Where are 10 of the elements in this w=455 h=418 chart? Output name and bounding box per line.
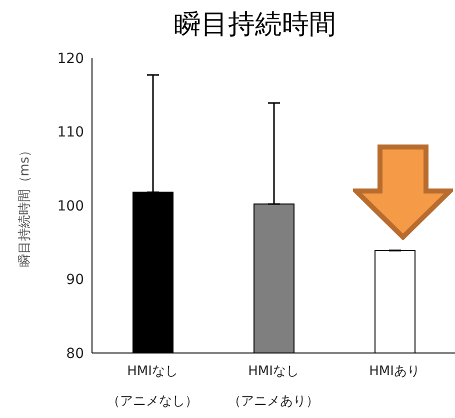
x-tick-label: HMIあり — [369, 364, 420, 379]
x-tick-label: HMIなし（アニメなし） — [107, 364, 198, 409]
y-tick-label: 100 — [57, 198, 84, 214]
y-tick-label: 110 — [57, 124, 84, 141]
chart-title: 瞬目持続時間 — [173, 8, 337, 42]
y-tick-label: 90 — [66, 272, 84, 288]
y-tick-label: 80 — [66, 346, 84, 362]
y-tick-label: 120 — [57, 50, 84, 67]
y-axis-title: 瞬目持続時間（ms） — [18, 144, 33, 268]
x-tick-label: HMIなし（アニメあり） — [228, 364, 319, 409]
